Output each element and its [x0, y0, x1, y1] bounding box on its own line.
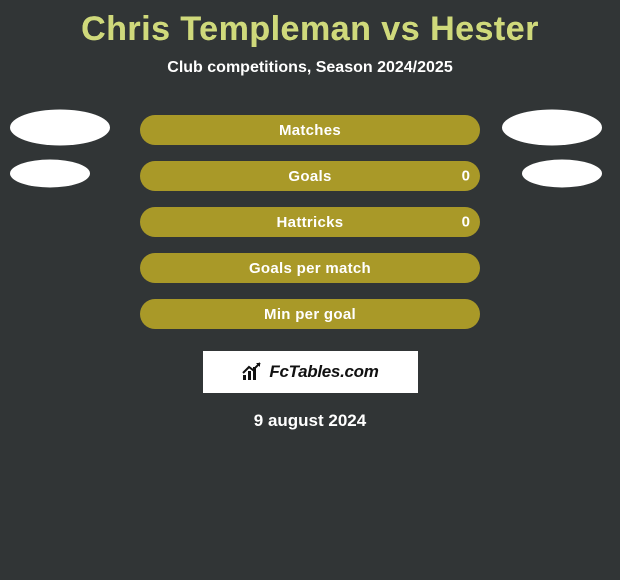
stat-right-value: 0	[462, 214, 470, 231]
stat-bar: Matches	[140, 115, 480, 145]
stat-bar: Goals 0	[140, 161, 480, 191]
stat-bar: Hattricks 0	[140, 207, 480, 237]
chart-row: Goals per match	[0, 245, 620, 291]
stat-right-value: 0	[462, 168, 470, 185]
chart-row: Min per goal	[0, 291, 620, 337]
right-value-ellipse	[502, 110, 602, 151]
chart-date: 9 august 2024	[0, 411, 620, 431]
stat-label: Matches	[279, 122, 341, 139]
right-value-ellipse	[522, 160, 602, 193]
comparison-chart: Matches Goals 0 Hattricks 0 Goals per match Mi…	[0, 107, 620, 337]
left-value-ellipse	[10, 160, 90, 193]
page-title: Chris Templeman vs Hester	[0, 0, 620, 49]
chart-icon	[241, 361, 263, 383]
chart-row: Matches	[0, 107, 620, 153]
page-subtitle: Club competitions, Season 2024/2025	[0, 59, 620, 77]
stat-bar: Goals per match	[140, 253, 480, 283]
chart-row: Goals 0	[0, 153, 620, 199]
stat-label: Min per goal	[264, 306, 356, 323]
chart-row: Hattricks 0	[0, 199, 620, 245]
watermark-text: FcTables.com	[269, 362, 378, 382]
left-value-ellipse	[10, 110, 110, 151]
watermark-badge: FcTables.com	[203, 351, 418, 393]
stat-label: Hattricks	[277, 214, 344, 231]
stat-bar: Min per goal	[140, 299, 480, 329]
stat-label: Goals	[288, 168, 331, 185]
stat-label: Goals per match	[249, 260, 371, 277]
